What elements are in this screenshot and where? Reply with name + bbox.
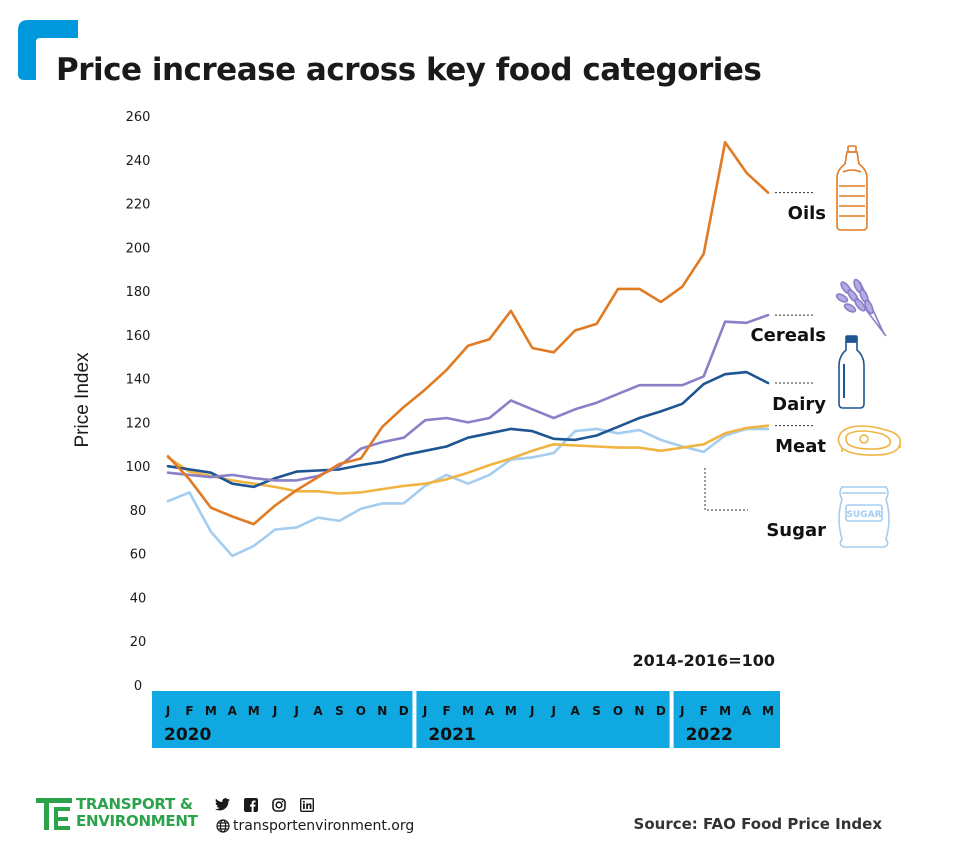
series-label-sugar: Sugar	[766, 520, 826, 541]
x-tick-label: J	[272, 704, 277, 718]
series-line-cereals	[166, 313, 770, 482]
series-labels: Oils Cereals Dairy Meat Sugar	[750, 203, 826, 541]
series-label-meat: Meat	[775, 436, 826, 457]
logo-line2: ENVIRONMENT	[76, 812, 198, 830]
x-tick-label: M	[205, 704, 217, 718]
te-logo-text: TRANSPORT & ENVIRONMENT	[76, 796, 198, 830]
y-tick-label: 140	[126, 373, 151, 388]
y-tick-label: 240	[126, 154, 151, 169]
y-axis: 0 20 40 60 80 100 120 140 160 180 200 220 240 260	[126, 110, 151, 694]
x-tick-label: D	[656, 704, 666, 718]
y-tick-label: 60	[130, 548, 147, 563]
facebook-icon[interactable]	[244, 798, 258, 812]
milk-bottle-icon	[838, 335, 865, 409]
x-tick-label: N	[377, 704, 387, 718]
x-tick-label: M	[719, 704, 731, 718]
source-note: Source: FAO Food Price Index	[633, 815, 882, 833]
svg-text:SUGAR: SUGAR	[846, 510, 881, 520]
y-tick-label: 160	[126, 329, 151, 344]
series-line-sugar	[166, 427, 770, 558]
x-tick-label: O	[613, 704, 623, 718]
leader-sugar	[704, 468, 748, 511]
series-label-oils: Oils	[788, 203, 826, 224]
x-tick-label: F	[700, 704, 708, 718]
y-tick-label: 100	[126, 460, 151, 475]
logo-line1: TRANSPORT &	[76, 795, 193, 813]
y-tick-label: 200	[126, 241, 151, 256]
year-label: 2021	[428, 725, 475, 745]
series-line-oils	[166, 141, 770, 526]
y-tick-label: 220	[126, 198, 151, 213]
website-link[interactable]: transportenvironment.org	[216, 818, 414, 834]
x-tick-label: D	[399, 704, 409, 718]
series-lines	[166, 141, 770, 558]
series-line-meat	[166, 424, 770, 495]
page-title: Price increase across key food categorie…	[56, 52, 762, 88]
x-tick-label: J	[293, 704, 298, 718]
x-tick-label: J	[165, 704, 170, 718]
x-tick-label: J	[529, 704, 534, 718]
globe-icon	[216, 819, 230, 833]
series-leaders	[704, 192, 814, 511]
year-label: 2020	[164, 725, 211, 745]
x-tick-label: F	[185, 704, 193, 718]
x-tick-label: J	[550, 704, 555, 718]
x-tick-label: A	[742, 704, 752, 718]
y-tick-label: 20	[130, 635, 147, 650]
series-label-cereals: Cereals	[750, 325, 826, 346]
y-tick-label: 0	[134, 679, 142, 694]
social-links	[215, 798, 314, 812]
oil-bottle-icon	[836, 145, 868, 231]
x-tick-label: O	[356, 704, 366, 718]
x-tick-label: J	[679, 704, 684, 718]
x-tick-label: J	[422, 704, 427, 718]
corner-accent	[18, 20, 78, 80]
x-tick-label: A	[570, 704, 580, 718]
instagram-icon[interactable]	[272, 798, 286, 812]
x-tick-label: M	[505, 704, 517, 718]
year-label: 2022	[686, 725, 733, 745]
linkedin-icon[interactable]	[300, 798, 314, 812]
y-tick-label: 260	[126, 110, 151, 125]
y-tick-label: 40	[130, 591, 147, 606]
year-band	[416, 691, 670, 748]
x-tick-label: A	[228, 704, 238, 718]
x-tick-label: M	[248, 704, 260, 718]
year-band	[673, 691, 780, 748]
series-label-dairy: Dairy	[772, 394, 826, 415]
y-tick-label: 180	[126, 285, 151, 300]
baseline-note: 2014-2016=100	[632, 651, 775, 670]
y-axis-label: Price Index	[72, 352, 93, 448]
y-tick-label: 120	[126, 416, 151, 431]
te-logo-icon	[36, 798, 72, 830]
x-tick-label: M	[462, 704, 474, 718]
meat-steak-icon	[837, 425, 902, 456]
wheat-icon	[835, 278, 887, 337]
sugar-sack-icon: SUGAR	[838, 486, 890, 548]
twitter-icon[interactable]	[215, 798, 230, 811]
x-tick-label: A	[313, 704, 323, 718]
year-band	[152, 691, 413, 748]
x-tick-label: A	[485, 704, 495, 718]
y-tick-label: 80	[130, 504, 147, 519]
x-tick-label: S	[335, 704, 344, 718]
x-tick-label: S	[592, 704, 601, 718]
series-line-dairy	[166, 370, 770, 489]
x-tick-label: M	[762, 704, 774, 718]
x-tick-label: N	[634, 704, 644, 718]
website-text: transportenvironment.org	[233, 818, 415, 834]
x-tick-label: F	[442, 704, 450, 718]
